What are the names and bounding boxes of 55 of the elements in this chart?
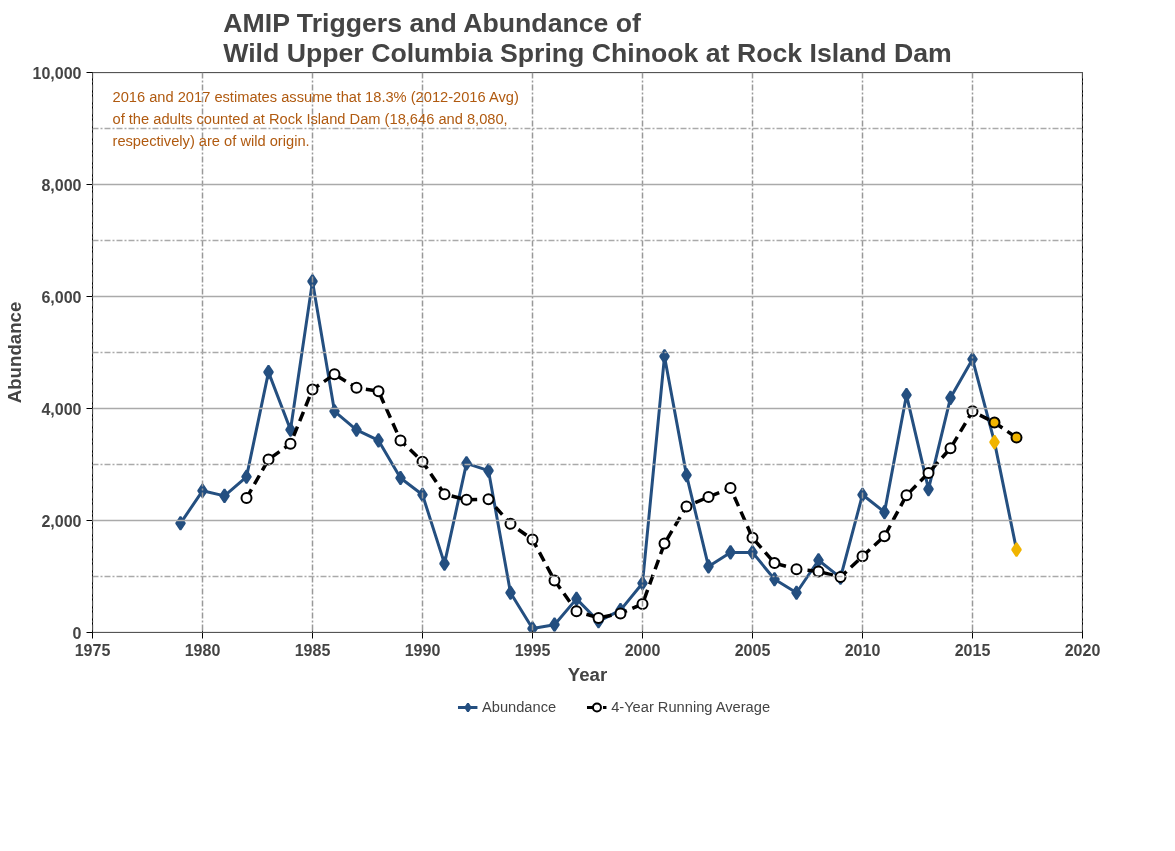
point bbox=[790, 563, 803, 576]
x-tick-label: 1995 bbox=[514, 641, 551, 659]
x-tick-label: 2005 bbox=[734, 641, 771, 659]
point bbox=[350, 381, 363, 394]
point bbox=[592, 611, 605, 624]
point bbox=[922, 466, 935, 479]
annotation: 2016 and 2017 estimates assume that 18.3% (2012-2016 Avg) of the adults counted at Rock Island Dam (18,646 and 8,080, respectively) are of wild origin. bbox=[112, 88, 519, 149]
point bbox=[944, 442, 957, 455]
point bbox=[527, 621, 538, 633]
point bbox=[526, 533, 539, 546]
point bbox=[746, 531, 759, 544]
x-tick-label: 2020 bbox=[1064, 641, 1101, 659]
y-tick-label: 0 bbox=[72, 624, 82, 642]
point bbox=[372, 385, 385, 398]
legend-label: 4-Year Running Average bbox=[611, 699, 771, 715]
point bbox=[504, 517, 517, 530]
point bbox=[900, 489, 913, 502]
x-tick-label: 2010 bbox=[844, 641, 881, 659]
point bbox=[460, 493, 473, 506]
point bbox=[306, 383, 319, 396]
point bbox=[636, 597, 649, 610]
point bbox=[284, 437, 297, 450]
y-axis-title: Abundance bbox=[3, 301, 25, 404]
point bbox=[240, 492, 253, 505]
point bbox=[394, 434, 407, 447]
x-axis-title: Year bbox=[567, 663, 608, 685]
x-tick-label: 1980 bbox=[184, 641, 221, 659]
point bbox=[702, 490, 715, 503]
x-tick-label: 2000 bbox=[624, 641, 661, 659]
point bbox=[878, 530, 891, 543]
point bbox=[482, 493, 495, 506]
y-tick-label: 4,000 bbox=[41, 400, 82, 418]
y-tick-label: 2,000 bbox=[41, 512, 82, 530]
y-tick-label: 10,000 bbox=[32, 64, 82, 82]
point bbox=[570, 605, 583, 618]
point bbox=[262, 453, 275, 466]
x-tick-label: 1975 bbox=[74, 641, 111, 659]
point bbox=[614, 607, 627, 620]
point bbox=[680, 500, 693, 513]
x-tick-label: 1990 bbox=[404, 641, 441, 659]
point bbox=[438, 488, 451, 501]
point bbox=[1010, 431, 1023, 444]
point bbox=[328, 368, 341, 381]
y-tick-label: 6,000 bbox=[41, 288, 82, 306]
point bbox=[658, 537, 671, 550]
chart-title: AMIP Triggers and Abundance of Wild Upper Columbia Spring Chinook at Rock Island Dam bbox=[223, 7, 952, 68]
x-tick-label: 1985 bbox=[294, 641, 331, 659]
point bbox=[548, 574, 561, 587]
x-tick-label: 2015 bbox=[954, 641, 991, 659]
legend-label: Abundance bbox=[481, 699, 557, 715]
point bbox=[812, 565, 825, 578]
point bbox=[988, 416, 1001, 429]
point bbox=[724, 482, 737, 495]
y-tick-label: 8,000 bbox=[41, 176, 82, 194]
point bbox=[768, 557, 781, 570]
